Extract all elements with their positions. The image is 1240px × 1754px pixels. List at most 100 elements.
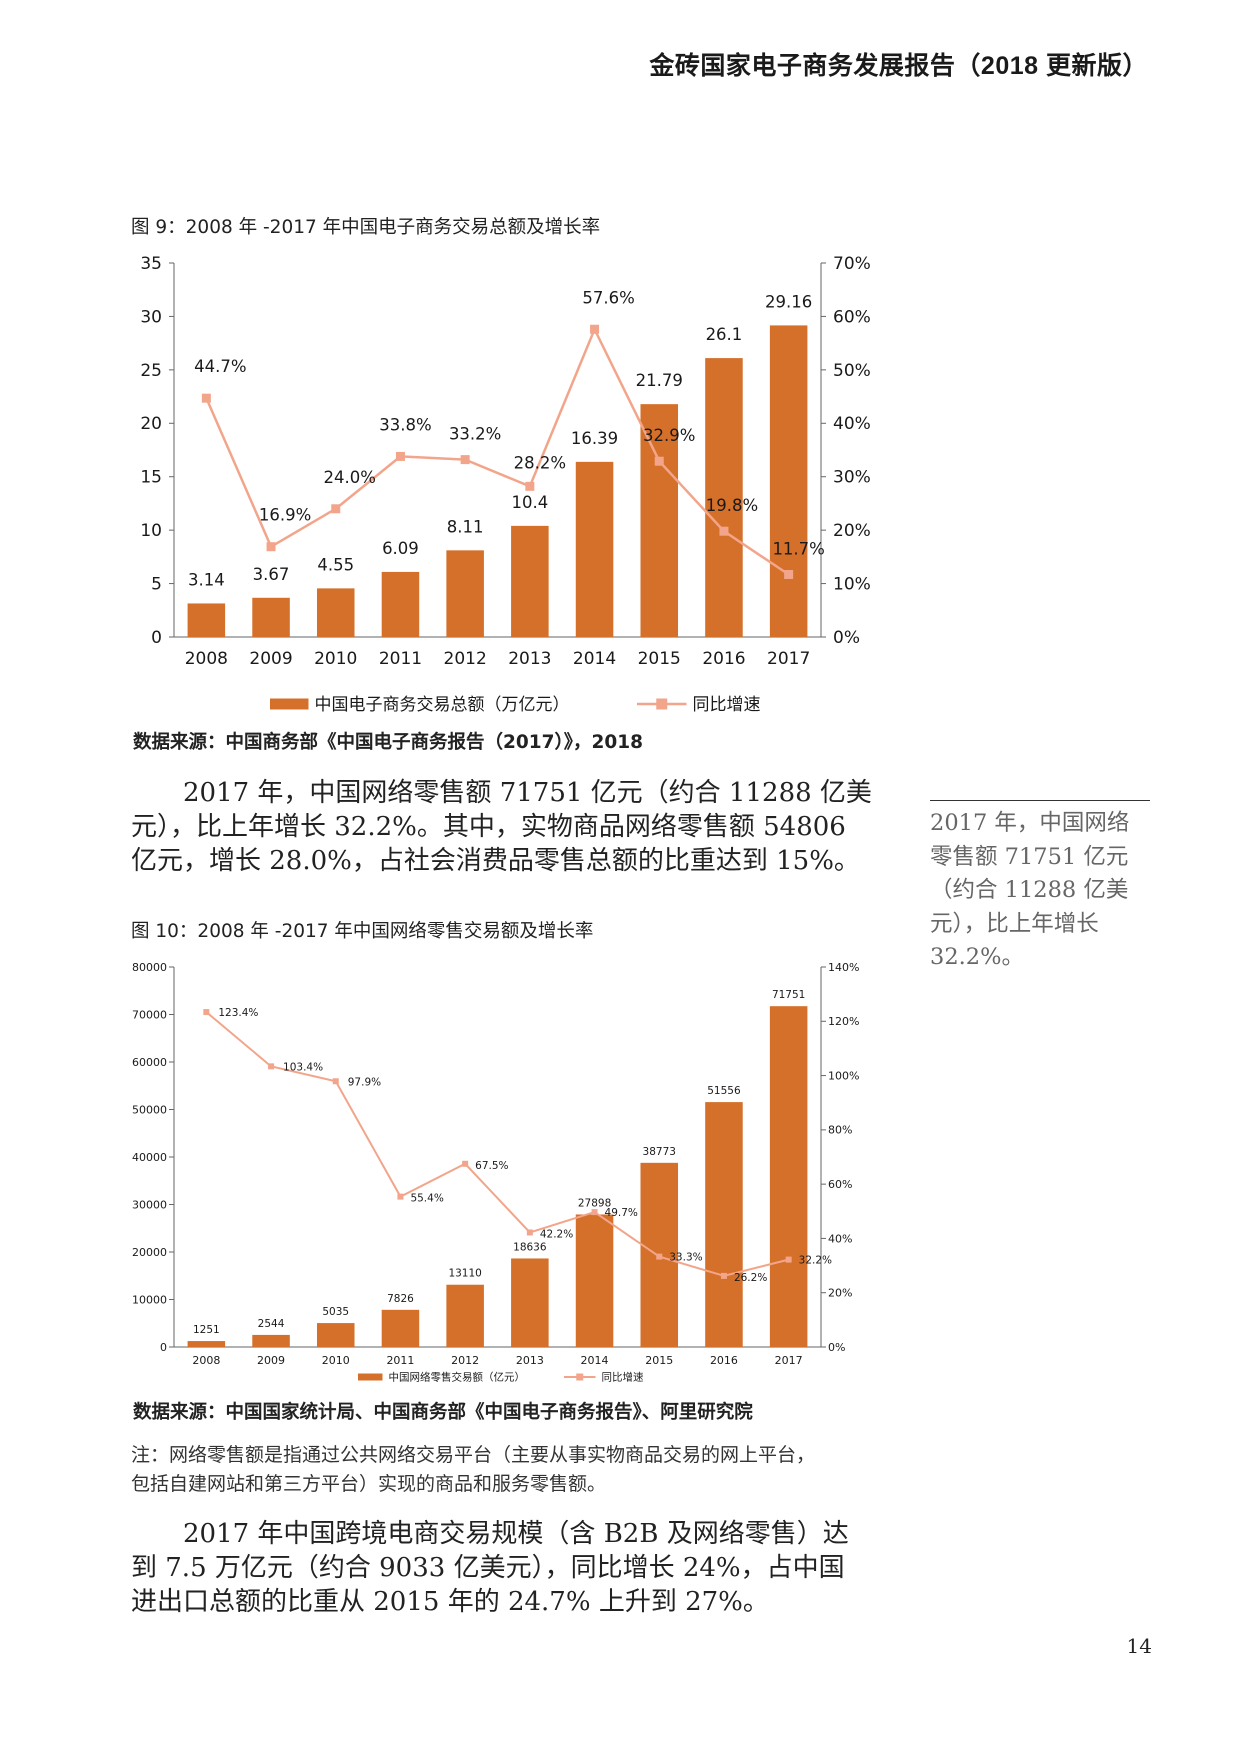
page-number: 14 <box>1126 1634 1152 1658</box>
sidenote-line: （约合 11288 亿美 <box>930 877 1129 903</box>
note-line: 包括自建网站和第三方平台）实现的商品和服务零售额。 <box>131 1473 607 1495</box>
bar-data-label: 10.4 <box>511 493 548 512</box>
growth-rate-label: 28.2% <box>514 453 566 472</box>
growth-rate-label: 123.4% <box>218 1007 258 1019</box>
right-tick-label: 10% <box>833 575 871 595</box>
growth-rate-label: 67.5% <box>475 1160 508 1172</box>
left-tick-label: 70000 <box>132 1008 167 1021</box>
bar-data-label: 71751 <box>772 989 805 1001</box>
x-tick-label: 2009 <box>257 1354 285 1367</box>
figure-9-chart: 0 5 10 15 20 25 30 35 0% 10% 20% 30% 40% 50% 60% 70% 200… <box>140 254 871 715</box>
figure-9-source: 数据来源：中国商务部《中国电子商务报告（2017）》，2018 <box>133 732 643 753</box>
bar-2017 <box>769 1006 808 1347</box>
x-tick-label: 2012 <box>451 1354 479 1367</box>
x-tick-label: 2011 <box>386 1354 414 1367</box>
bar-2011 <box>381 571 420 637</box>
sidenote-callout: 2017 年，中国网络 零售额 71751 亿元 （约合 11288 亿美 元）… <box>930 800 1150 975</box>
right-tick-label: 30% <box>833 468 871 488</box>
growth-rate-point-2012 <box>462 1160 469 1167</box>
bar-data-label: 16.39 <box>571 429 618 448</box>
x-tick-label: 2013 <box>508 649 551 669</box>
paragraph-line: 亿元，增长 28.0%，占社会消费品零售总额的比重达到 15%。 <box>131 846 860 876</box>
growth-rate-point-2017 <box>785 1256 792 1263</box>
growth-rate-point-2012 <box>460 455 470 465</box>
x-tick-label: 2017 <box>767 649 810 669</box>
x-tick-label: 2016 <box>702 649 745 669</box>
bar-2017 <box>769 325 808 637</box>
bar-data-label: 51556 <box>707 1085 741 1097</box>
bar-2008 <box>187 1341 226 1347</box>
left-tick-label: 10000 <box>132 1293 167 1306</box>
x-tick-label: 2015 <box>638 649 681 669</box>
growth-rate-label: 32.2% <box>799 1255 832 1267</box>
left-tick-label: 20000 <box>132 1246 167 1259</box>
growth-rate-label: 26.2% <box>734 1272 767 1284</box>
growth-rate-label: 19.8% <box>706 496 758 515</box>
paragraph-line: 2017 年中国跨境电商交易规模（含 B2B 及网络零售）达 <box>183 1519 849 1549</box>
bar-2013 <box>511 1258 549 1347</box>
legend-bar-swatch <box>358 1373 383 1381</box>
legend-bar-label: 中国电子商务交易总额（万亿元） <box>315 695 570 715</box>
growth-rate-point-2011 <box>395 451 405 461</box>
growth-rate-point-2014 <box>590 324 600 334</box>
left-tick-label: 30000 <box>132 1198 167 1211</box>
left-tick-label: 0 <box>151 628 162 648</box>
sidenote-line: 32.2%。 <box>930 944 1024 970</box>
bar-2009 <box>252 597 290 637</box>
x-tick-label: 2008 <box>185 649 228 669</box>
left-tick-label: 10 <box>140 521 162 541</box>
bar-2009 <box>252 1334 290 1347</box>
legend-line-label: 同比增速 <box>602 1371 644 1384</box>
growth-rate-point-2013 <box>525 481 535 491</box>
right-tick-label: 0% <box>833 628 860 648</box>
bar-data-label: 7826 <box>387 1293 414 1305</box>
growth-rate-point-2016 <box>720 1272 727 1279</box>
bar-data-label: 38773 <box>643 1146 676 1158</box>
growth-rate-label: 97.9% <box>348 1076 381 1088</box>
growth-rate-label: 55.4% <box>410 1193 443 1205</box>
bar-data-label: 3.14 <box>188 570 225 589</box>
growth-rate-label: 103.4% <box>283 1061 323 1073</box>
figure-9-caption: 图 9：2008 年 -2017 年中国电子商务交易总额及增长率 <box>131 217 601 238</box>
figure-10-chart: 0 10000 20000 30000 40000 50000 60000 70000 8000… <box>132 961 859 1384</box>
growth-rate-label: 32.9% <box>643 426 695 445</box>
bar-data-label: 26.1 <box>706 325 743 344</box>
bar-data-label: 8.11 <box>447 517 484 536</box>
x-tick-label: 2010 <box>322 1354 350 1367</box>
growth-rate-line <box>205 326 790 576</box>
growth-rate-label: 24.0% <box>324 468 376 487</box>
bar-2008 <box>187 603 226 637</box>
right-tick-label: 60% <box>833 307 871 327</box>
growth-rate-point-2014 <box>591 1209 598 1216</box>
x-tick-label: 2012 <box>444 649 487 669</box>
growth-rate-point-2017 <box>784 569 794 579</box>
right-tick-label: 20% <box>833 521 871 541</box>
growth-rate-point-2011 <box>397 1193 404 1200</box>
growth-rate-point-2010 <box>331 504 341 514</box>
bar-2016 <box>705 358 743 637</box>
x-tick-label: 2013 <box>516 1354 544 1367</box>
bar-data-label: 6.09 <box>382 539 419 558</box>
right-tick-label: 50% <box>833 361 871 381</box>
bar-data-label: 13110 <box>448 1268 481 1280</box>
sidenote-line: 元），比上年增长 <box>930 910 1099 937</box>
bar-2013 <box>511 525 549 637</box>
bar-2012 <box>446 1284 484 1347</box>
bar-data-label: 1251 <box>193 1324 220 1336</box>
sidenote-line: 零售额 71751 亿元 <box>930 843 1129 870</box>
x-tick-label: 2014 <box>573 649 616 669</box>
x-tick-label: 2017 <box>775 1354 803 1367</box>
right-tick-label: 40% <box>833 414 871 434</box>
right-tick-label: 80% <box>828 1124 852 1137</box>
left-tick-label: 60000 <box>132 1056 167 1069</box>
left-tick-label: 80000 <box>132 961 167 974</box>
left-tick-label: 5 <box>151 575 162 595</box>
report-header-title: 金砖国家电子商务发展报告（2018 更新版） <box>649 52 1148 80</box>
bar-data-label: 29.16 <box>765 292 812 311</box>
growth-rate-label: 57.6% <box>582 288 634 307</box>
x-tick-label: 2015 <box>645 1354 673 1367</box>
right-tick-label: 20% <box>828 1287 852 1300</box>
growth-rate-label: 33.8% <box>379 415 431 434</box>
right-tick-label: 40% <box>828 1232 852 1245</box>
bar-2010 <box>316 588 355 637</box>
